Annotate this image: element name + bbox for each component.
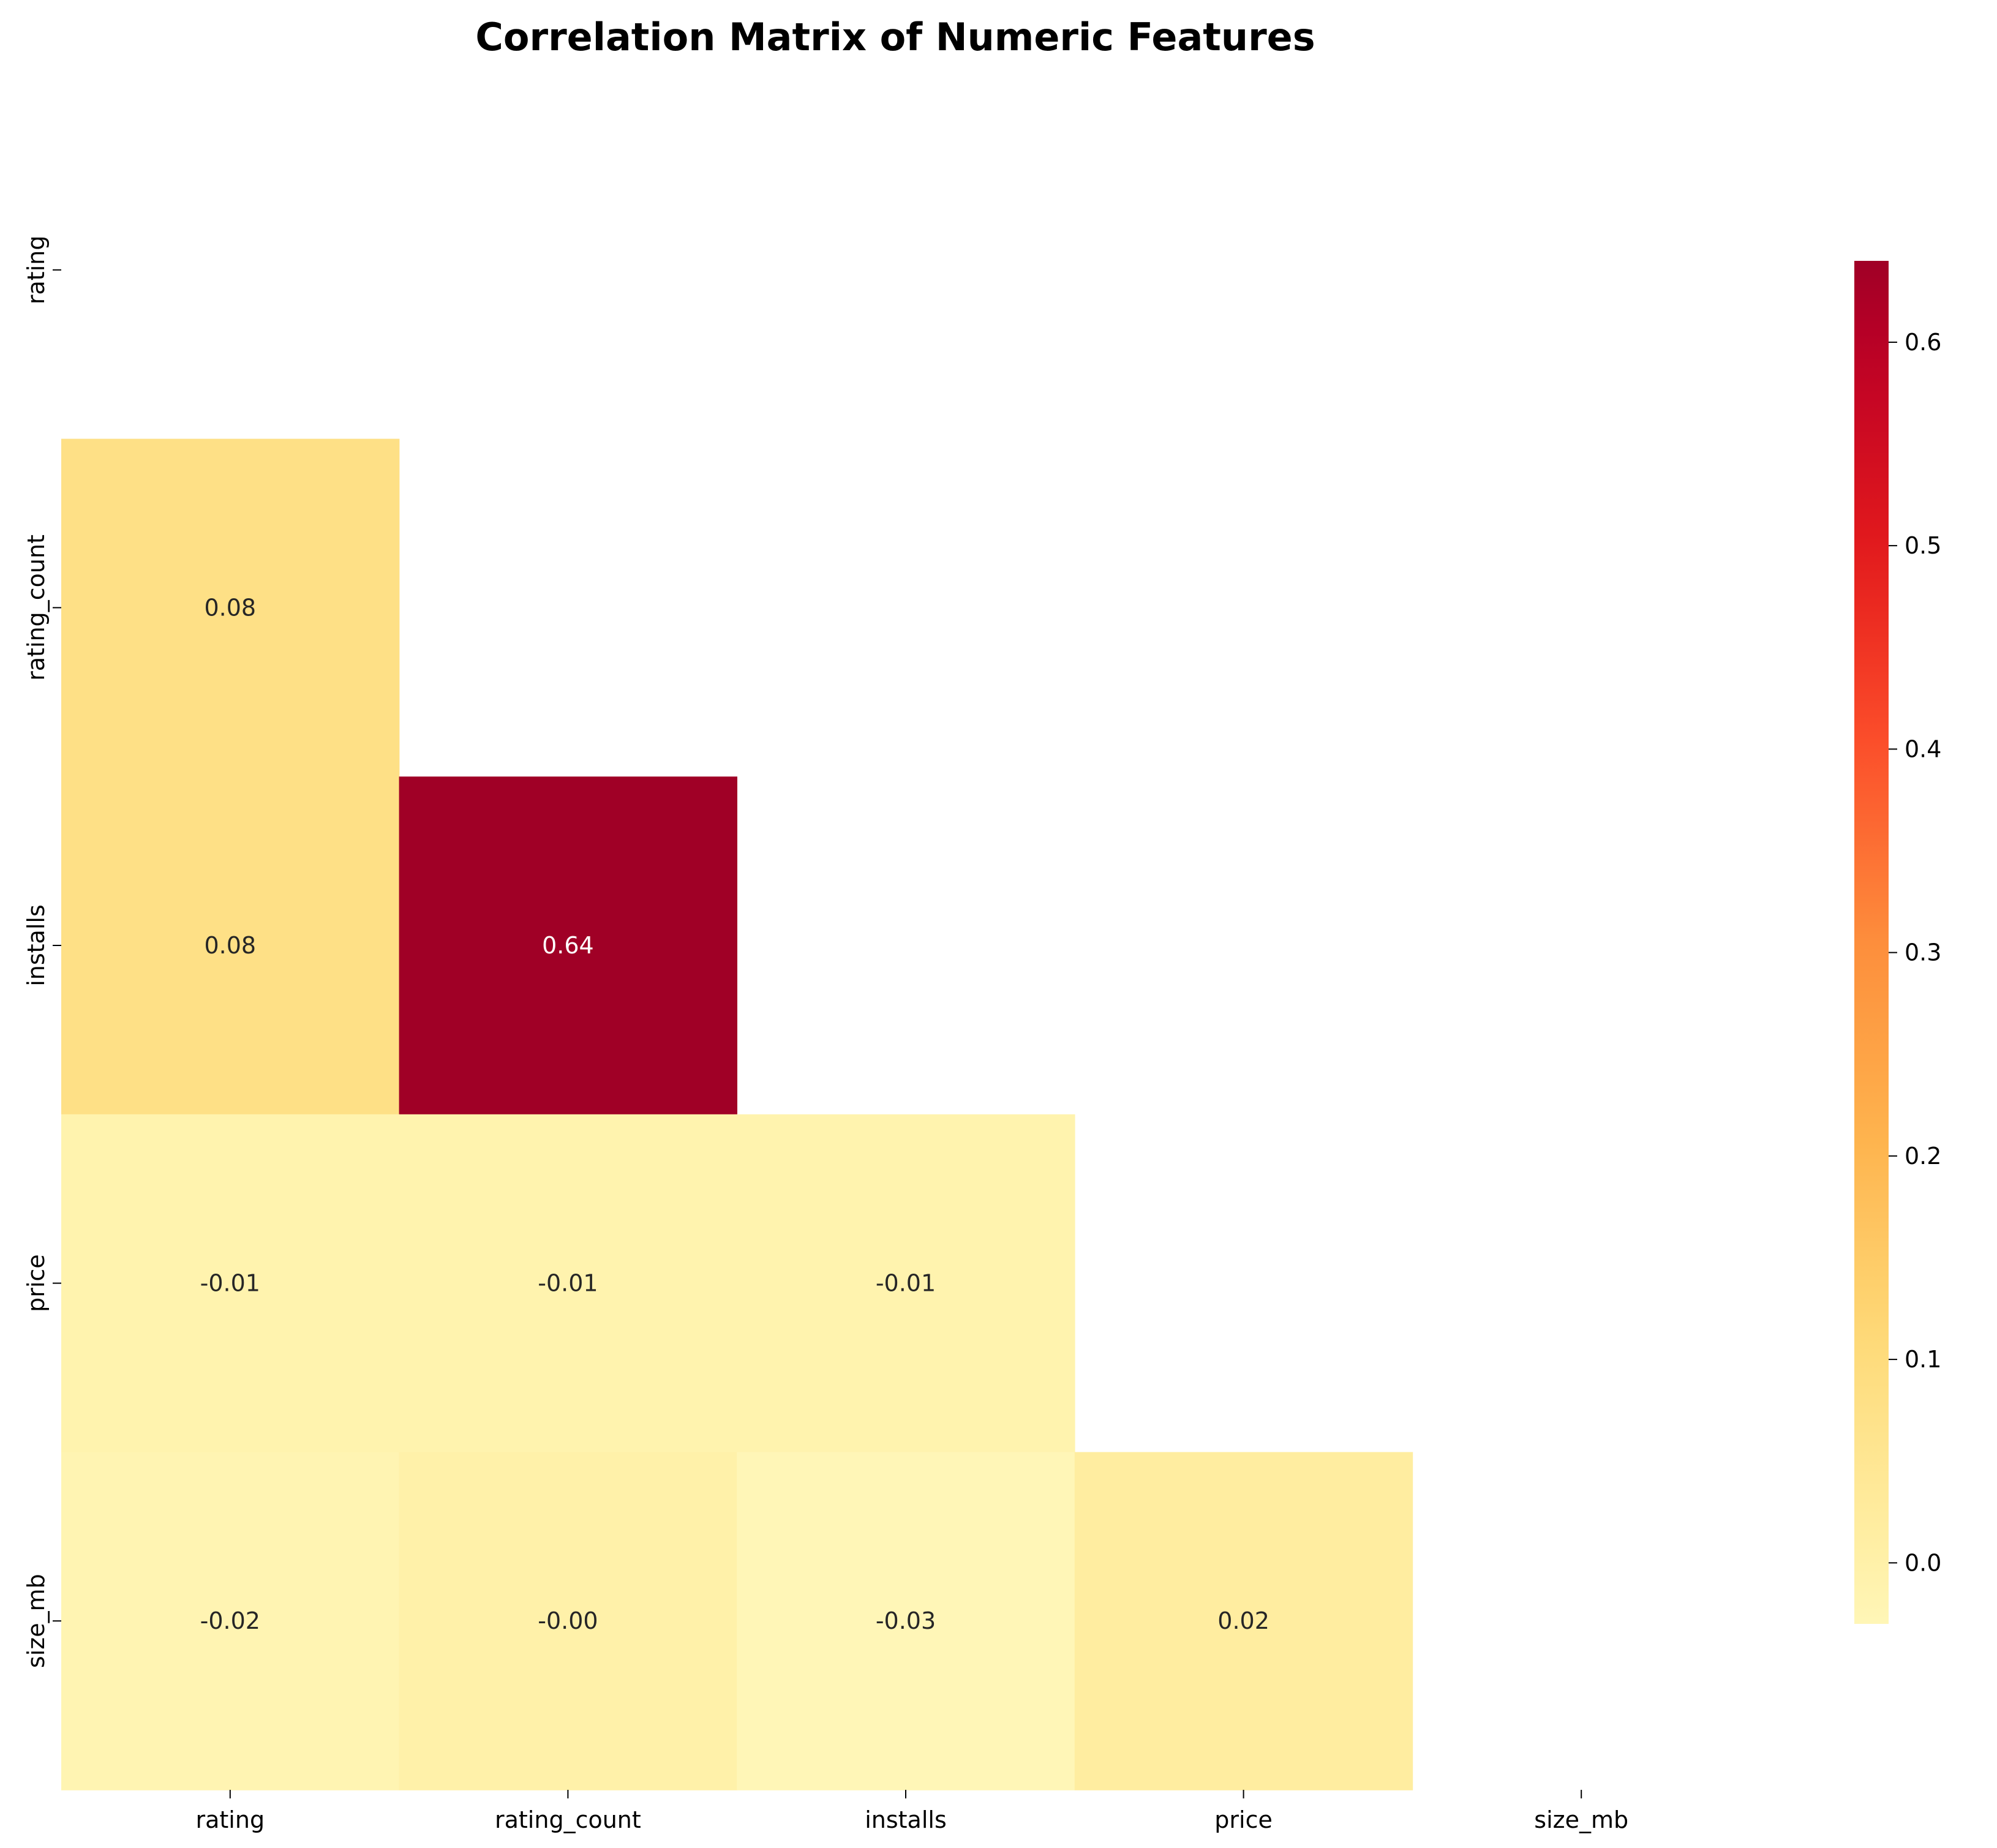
colorbar-tick-label: 0.3 <box>1905 939 1941 966</box>
x-tick-label-price: price <box>1214 1806 1273 1833</box>
x-tick-label-rating: rating <box>196 1806 265 1833</box>
heatmap-cell-size_mb-rating <box>61 1452 400 1790</box>
y-tick-label-installs: installs <box>23 904 50 986</box>
chart-title: Correlation Matrix of Numeric Features <box>475 15 1315 59</box>
colorbar-tick-label: 0.0 <box>1905 1549 1941 1576</box>
y-tick-label-rating: rating <box>23 236 50 305</box>
heatmap-cell-price-installs <box>737 1114 1075 1453</box>
cell-value-label: -0.02 <box>200 1607 260 1634</box>
cell-value-label: -0.01 <box>876 1270 936 1297</box>
colorbar-tick-label: 0.4 <box>1905 735 1941 762</box>
heatmap-cell-price-rating_count <box>399 1114 737 1453</box>
heatmap-cell-installs-rating_count <box>399 776 737 1115</box>
colorbar-tick-label: 0.6 <box>1905 329 1941 356</box>
cell-value-label: -0.01 <box>200 1270 260 1297</box>
heatmap-cell-size_mb-installs <box>737 1452 1075 1790</box>
colorbar-gradient <box>1854 261 1889 1624</box>
heatmap-cells: 0.08 0.08 0.64 -0.01 -0.01 -0.01 -0.02 -0.00 -0.… <box>61 438 1413 1790</box>
cell-value-label: -0.01 <box>538 1270 598 1297</box>
x-tick-label-installs: installs <box>865 1806 947 1833</box>
x-axis: rating rating_count installs price size_mb <box>196 1790 1628 1833</box>
y-tick-label-size_mb: size_mb <box>23 1574 50 1668</box>
y-axis: rating rating_count installs price size_mb <box>23 236 61 1668</box>
cell-value-label: 0.64 <box>542 932 594 959</box>
colorbar-tick-label: 0.2 <box>1905 1143 1941 1170</box>
colorbar-tick-label: 0.1 <box>1905 1346 1941 1373</box>
heatmap-cell-size_mb-rating_count <box>399 1452 737 1790</box>
x-tick-label-size_mb: size_mb <box>1534 1806 1628 1833</box>
colorbar: 0.0 0.1 0.2 0.3 0.4 0.5 0.6 <box>1854 261 1941 1624</box>
cell-value-label: 0.08 <box>204 594 256 621</box>
cell-value-label: 0.08 <box>204 932 256 959</box>
colorbar-tick-label: 0.5 <box>1905 532 1941 559</box>
y-tick-label-rating_count: rating_count <box>23 535 50 681</box>
heatmap-cell-price-rating <box>61 1114 400 1453</box>
cell-value-label: 0.02 <box>1217 1607 1269 1634</box>
cell-value-label: -0.00 <box>538 1607 598 1634</box>
y-tick-label-price: price <box>23 1254 50 1312</box>
heatmap-cell-size_mb-price <box>1074 1452 1413 1790</box>
heatmap-cell-rating_count-rating <box>61 438 400 777</box>
x-tick-label-rating_count: rating_count <box>495 1806 641 1833</box>
heatmap-cell-installs-rating <box>61 776 400 1115</box>
cell-value-label: -0.03 <box>876 1607 936 1634</box>
